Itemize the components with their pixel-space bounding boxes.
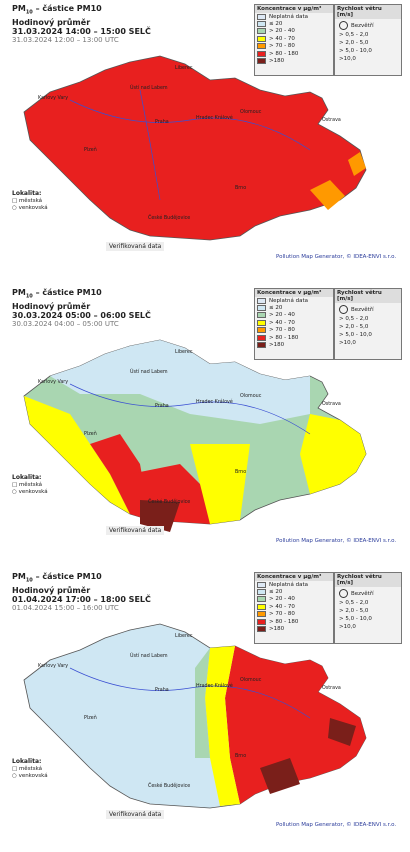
lokalita-legend: Lokalita: □ městská ○ venkovská <box>12 190 48 211</box>
city-label: České Budějovice <box>148 784 191 789</box>
subtitle: Hodinový průměr <box>12 301 91 311</box>
wind-legend: Rychlost větru [m/s] Bezvětří > 0,5 - 2,… <box>334 288 402 360</box>
city-label: Plzeň <box>84 716 97 721</box>
city-label: Liberec <box>175 350 193 355</box>
city-label: Brno <box>235 754 247 759</box>
city-label: Hradec Králové <box>196 400 233 405</box>
city-label: Brno <box>235 186 247 191</box>
czech-map <box>23 55 367 241</box>
credit-link[interactable]: Pollution Map Generator, © IDEA-ENVI s.r… <box>276 822 397 828</box>
city-label: Brno <box>235 470 247 475</box>
city-label: Ústí nad Labem <box>130 86 168 91</box>
panel-title: PM10 – částice PM10 Hodinový průměr 01.0… <box>12 572 151 612</box>
period-utc: 01.04.2024 15:00 – 16:00 UTC <box>12 603 119 612</box>
subtitle: Hodinový průměr <box>12 17 91 27</box>
period-utc: 31.03.2024 12:00 – 13:00 UTC <box>12 35 119 44</box>
panel-title: PM10 – částice PM10 Hodinový průměr 30.0… <box>12 288 151 328</box>
city-label: Liberec <box>175 634 193 639</box>
map-panel-3: PM10 – částice PM10 Hodinový průměr 01.0… <box>0 568 410 848</box>
city-label: Ostrava <box>322 402 341 407</box>
period-local: 30.03.2024 05:00 – 06:00 SELČ <box>12 310 151 320</box>
wind-legend: Rychlost větru [m/s] Bezvětří > 0,5 - 2,… <box>334 4 402 76</box>
city-label: Olomouc <box>240 678 262 683</box>
czech-map <box>23 623 367 809</box>
city-label: Olomouc <box>240 394 262 399</box>
period-utc: 30.03.2024 04:00 – 05:00 UTC <box>12 319 119 328</box>
city-label: Hradec Králové <box>196 116 233 121</box>
calm-icon <box>339 21 348 30</box>
verified-label: Verifikovaná data <box>106 810 165 819</box>
map-panel-2: PM10 – částice PM10 Hodinový průměr 30.0… <box>0 284 410 564</box>
map-panel-1: PM10 – částice PM10 Hodinový průměr 31.0… <box>0 0 410 280</box>
calm-icon <box>339 305 348 314</box>
city-label: Plzeň <box>84 148 97 153</box>
calm-icon <box>339 589 348 598</box>
panel-title: PM10 – částice PM10 Hodinový průměr 31.0… <box>12 4 151 44</box>
lokalita-legend: Lokalita: □ městská ○ venkovská <box>12 474 48 495</box>
city-label: Praha <box>155 120 169 125</box>
city-label: Karlovy Vary <box>38 380 69 385</box>
credit-link[interactable]: Pollution Map Generator, © IDEA-ENVI s.r… <box>276 538 397 544</box>
city-label: Ostrava <box>322 686 341 691</box>
concentration-legend: Koncentrace v μg/m³ Neplatná data ≤ 20 >… <box>254 288 334 360</box>
city-label: Karlovy Vary <box>38 96 69 101</box>
concentration-legend: Koncentrace v μg/m³ Neplatná data ≤ 20 >… <box>254 4 334 76</box>
city-label: Ústí nad Labem <box>130 370 168 375</box>
subtitle: Hodinový průměr <box>12 585 91 595</box>
city-label: Praha <box>155 404 169 409</box>
wind-legend: Rychlost větru [m/s] Bezvětří > 0,5 - 2,… <box>334 572 402 644</box>
lokalita-legend: Lokalita: □ městská ○ venkovská <box>12 758 48 779</box>
city-label: České Budějovice <box>148 216 191 221</box>
city-label: Plzeň <box>84 432 97 437</box>
city-label: Olomouc <box>240 110 262 115</box>
period-local: 31.03.2024 14:00 – 15:00 SELČ <box>12 26 151 36</box>
period-local: 01.04.2024 17:00 – 18:00 SELČ <box>12 594 151 604</box>
city-label: České Budějovice <box>148 500 191 505</box>
city-label: Ostrava <box>322 118 341 123</box>
verified-label: Verifikovaná data <box>106 526 165 535</box>
city-label: Liberec <box>175 66 193 71</box>
credit-link[interactable]: Pollution Map Generator, © IDEA-ENVI s.r… <box>276 254 397 260</box>
city-label: Karlovy Vary <box>38 664 69 669</box>
city-label: Ústí nad Labem <box>130 654 168 659</box>
czech-map <box>23 339 367 532</box>
city-label: Hradec Králové <box>196 684 233 689</box>
concentration-legend: Koncentrace v μg/m³ Neplatná data ≤ 20 >… <box>254 572 334 644</box>
city-label: Praha <box>155 688 169 693</box>
verified-label: Verifikovaná data <box>106 242 165 251</box>
